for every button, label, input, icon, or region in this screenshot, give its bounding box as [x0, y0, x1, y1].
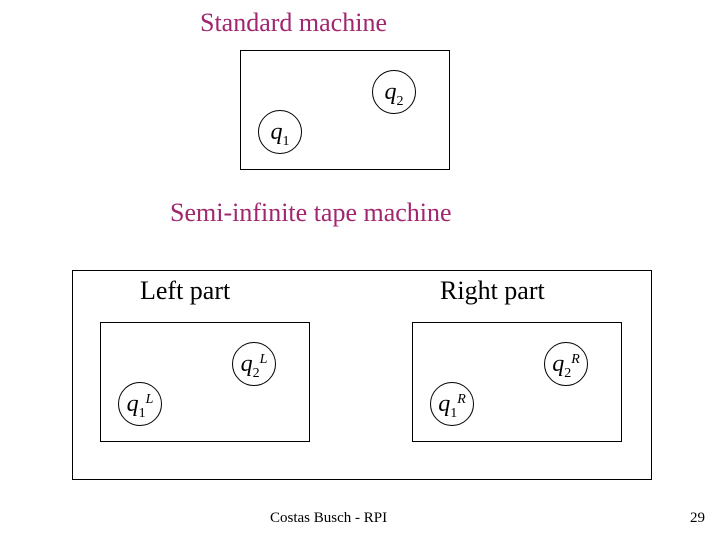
state-q1: q1	[258, 110, 302, 154]
state-q1R-label: q1R	[438, 391, 466, 418]
footer-text: Costas Busch - RPI	[270, 510, 387, 527]
state-q2L-label: q2L	[241, 351, 268, 378]
semi-title: Semi-infinite tape machine	[170, 198, 452, 228]
state-q2L: q2L	[232, 342, 276, 386]
right-label: Right part	[440, 276, 545, 306]
state-q1-label: q1	[271, 119, 290, 146]
state-q1L-label: q1L	[127, 391, 154, 418]
state-q1L: q1L	[118, 382, 162, 426]
state-q2R-label: q2R	[552, 351, 580, 378]
standard-title: Standard machine	[200, 8, 387, 38]
state-q2R: q2R	[544, 342, 588, 386]
state-q2-label: q2	[385, 79, 404, 106]
state-q2: q2	[372, 70, 416, 114]
state-q1R: q1R	[430, 382, 474, 426]
page-number: 29	[690, 510, 705, 527]
left-label: Left part	[140, 276, 230, 306]
